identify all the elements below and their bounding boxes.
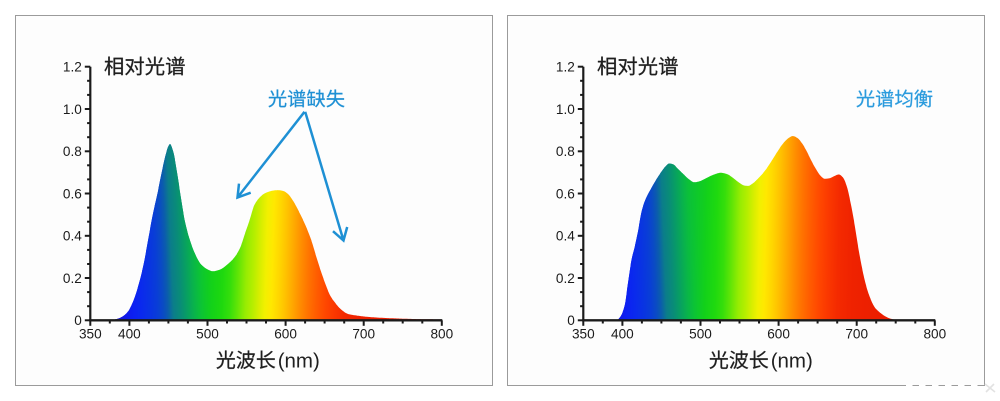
svg-text:1.0: 1.0 bbox=[63, 102, 82, 117]
svg-text:700: 700 bbox=[352, 327, 375, 342]
svg-text:1.0: 1.0 bbox=[556, 102, 575, 117]
svg-text:0.4: 0.4 bbox=[63, 229, 82, 244]
svg-text:400: 400 bbox=[118, 327, 141, 342]
svg-text:600: 600 bbox=[767, 327, 790, 342]
svg-text:500: 500 bbox=[196, 327, 219, 342]
svg-text:0.8: 0.8 bbox=[556, 144, 575, 159]
svg-text:0.6: 0.6 bbox=[63, 186, 82, 201]
svg-text:500: 500 bbox=[689, 327, 712, 342]
svg-text:(nm): (nm) bbox=[771, 350, 813, 373]
svg-text:1.2: 1.2 bbox=[556, 60, 575, 75]
svg-text:350: 350 bbox=[79, 327, 102, 342]
svg-text:0: 0 bbox=[567, 313, 575, 328]
svg-text:0.6: 0.6 bbox=[556, 186, 575, 201]
svg-text:1.2: 1.2 bbox=[63, 60, 82, 75]
svg-text:800: 800 bbox=[430, 327, 453, 342]
svg-text:400: 400 bbox=[611, 327, 634, 342]
svg-text:0.2: 0.2 bbox=[556, 271, 575, 286]
svg-text:0.4: 0.4 bbox=[556, 229, 575, 244]
svg-text:0.8: 0.8 bbox=[63, 144, 82, 159]
svg-text:0: 0 bbox=[74, 313, 82, 328]
svg-text:0.2: 0.2 bbox=[63, 271, 82, 286]
svg-text:600: 600 bbox=[274, 327, 297, 342]
svg-text:800: 800 bbox=[923, 327, 946, 342]
svg-text:(nm): (nm) bbox=[278, 350, 320, 373]
svg-text:350: 350 bbox=[572, 327, 595, 342]
svg-text:700: 700 bbox=[845, 327, 868, 342]
